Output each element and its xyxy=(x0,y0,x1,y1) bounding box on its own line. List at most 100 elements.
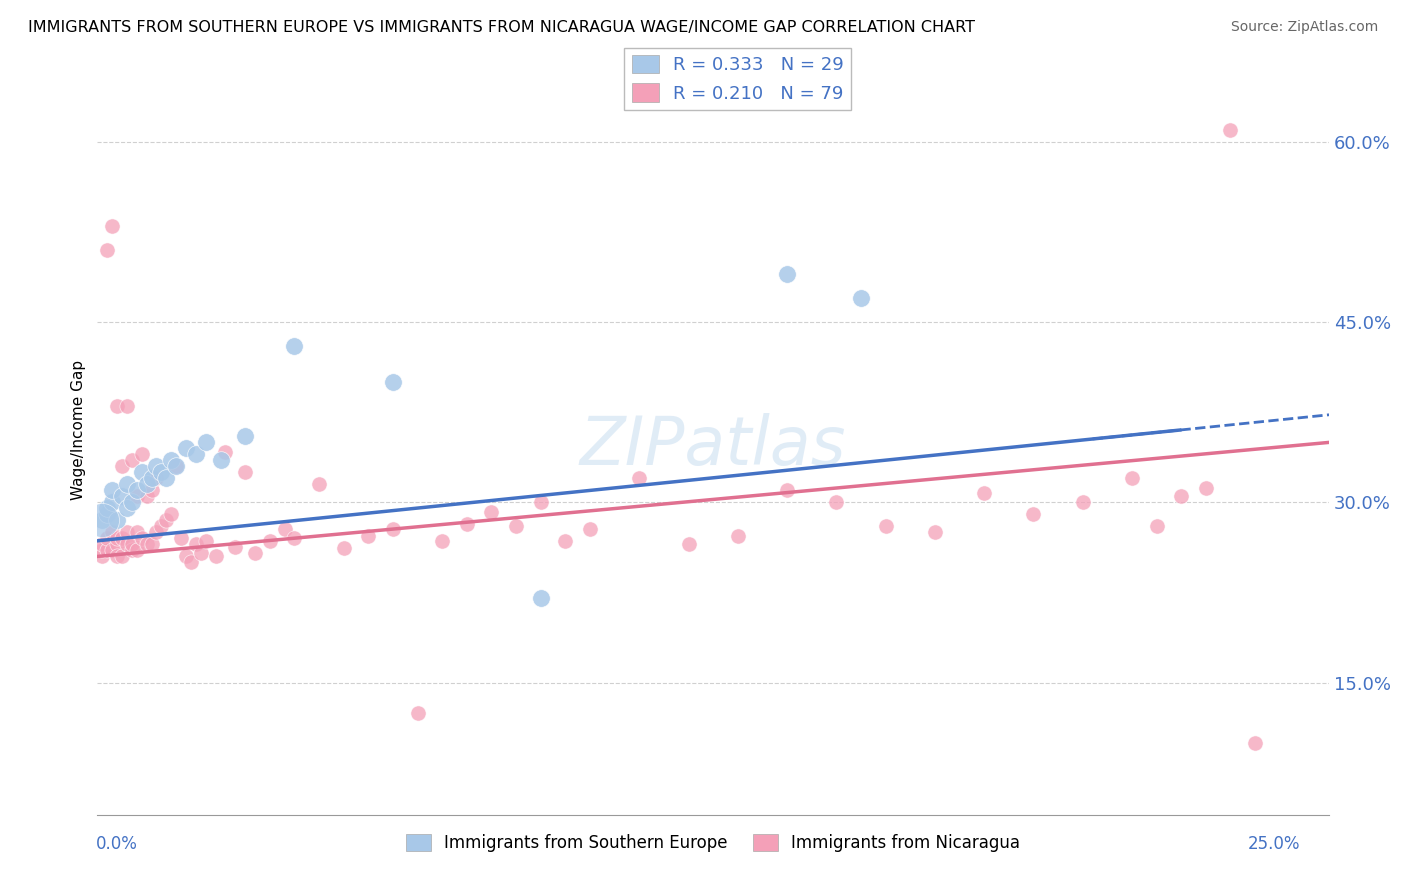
Point xyxy=(125,490,148,504)
Point xyxy=(579,522,602,536)
Point xyxy=(678,537,700,551)
Point xyxy=(105,513,128,527)
Point xyxy=(776,268,799,282)
Point xyxy=(1121,471,1143,485)
Point xyxy=(111,532,134,546)
Point xyxy=(1170,490,1192,504)
Point xyxy=(628,471,651,485)
Point xyxy=(101,219,124,234)
Point xyxy=(125,525,148,540)
Point xyxy=(135,537,157,551)
Point xyxy=(194,435,217,450)
Point xyxy=(121,453,143,467)
Point xyxy=(825,495,848,509)
Point xyxy=(131,532,153,546)
Point xyxy=(259,533,281,548)
Point xyxy=(121,495,143,509)
Point xyxy=(849,291,872,305)
Point xyxy=(481,505,503,519)
Point xyxy=(141,537,163,551)
Point xyxy=(233,466,256,480)
Point xyxy=(332,541,354,555)
Point xyxy=(406,706,429,720)
Point xyxy=(530,591,553,606)
Point xyxy=(105,532,128,546)
Point xyxy=(776,483,799,498)
Point xyxy=(141,483,163,498)
Point xyxy=(273,522,295,536)
Point xyxy=(554,533,576,548)
Point xyxy=(111,490,134,504)
Point xyxy=(165,459,187,474)
Point xyxy=(456,516,478,531)
Point xyxy=(357,529,380,543)
Point xyxy=(96,244,118,258)
Point xyxy=(505,519,527,533)
Point xyxy=(91,513,114,527)
Point xyxy=(174,442,197,456)
Point xyxy=(105,400,128,414)
Point xyxy=(115,501,138,516)
Point xyxy=(170,532,193,546)
Point xyxy=(381,376,404,390)
Point xyxy=(1146,519,1168,533)
Point xyxy=(111,459,134,474)
Point xyxy=(1219,123,1241,137)
Point xyxy=(727,529,749,543)
Point xyxy=(145,525,167,540)
Point xyxy=(135,490,157,504)
Point xyxy=(1022,508,1045,522)
Point xyxy=(150,519,173,533)
Point xyxy=(145,471,167,485)
Point xyxy=(875,519,897,533)
Point xyxy=(96,501,118,516)
Point xyxy=(224,540,246,554)
Point xyxy=(115,525,138,540)
Point xyxy=(381,522,404,536)
Point xyxy=(194,533,217,548)
Point xyxy=(131,466,153,480)
Point xyxy=(91,549,114,564)
Point xyxy=(432,533,454,548)
Text: Source: ZipAtlas.com: Source: ZipAtlas.com xyxy=(1230,20,1378,34)
Point xyxy=(145,459,167,474)
Point xyxy=(160,508,183,522)
Point xyxy=(96,543,118,558)
Point xyxy=(135,477,157,491)
Point xyxy=(209,453,232,467)
Point xyxy=(155,471,177,485)
Point xyxy=(530,495,553,509)
Point xyxy=(121,537,143,551)
Point xyxy=(125,483,148,498)
Text: 25.0%: 25.0% xyxy=(1249,835,1301,853)
Point xyxy=(1071,495,1094,509)
Point xyxy=(96,508,118,522)
Point xyxy=(101,483,124,498)
Point xyxy=(283,532,305,546)
Point xyxy=(1195,481,1218,495)
Point xyxy=(131,447,153,461)
Legend: R = 0.333   N = 29, R = 0.210   N = 79: R = 0.333 N = 29, R = 0.210 N = 79 xyxy=(624,47,851,110)
Point xyxy=(121,543,143,558)
Point xyxy=(91,543,114,558)
Point xyxy=(155,513,177,527)
Point xyxy=(214,445,236,459)
Point xyxy=(150,466,173,480)
Point xyxy=(180,556,202,570)
Text: IMMIGRANTS FROM SOUTHERN EUROPE VS IMMIGRANTS FROM NICARAGUA WAGE/INCOME GAP COR: IMMIGRANTS FROM SOUTHERN EUROPE VS IMMIG… xyxy=(28,20,976,35)
Point xyxy=(91,537,114,551)
Point xyxy=(115,477,138,491)
Point xyxy=(91,513,114,527)
Point xyxy=(101,525,124,540)
Point xyxy=(204,549,226,564)
Point xyxy=(190,546,212,560)
Point xyxy=(141,471,163,485)
Point xyxy=(283,339,305,353)
Point xyxy=(233,429,256,443)
Point xyxy=(101,543,124,558)
Point xyxy=(105,537,128,551)
Point xyxy=(973,485,995,500)
Point xyxy=(165,459,187,474)
Text: 0.0%: 0.0% xyxy=(96,835,138,853)
Point xyxy=(308,477,330,491)
